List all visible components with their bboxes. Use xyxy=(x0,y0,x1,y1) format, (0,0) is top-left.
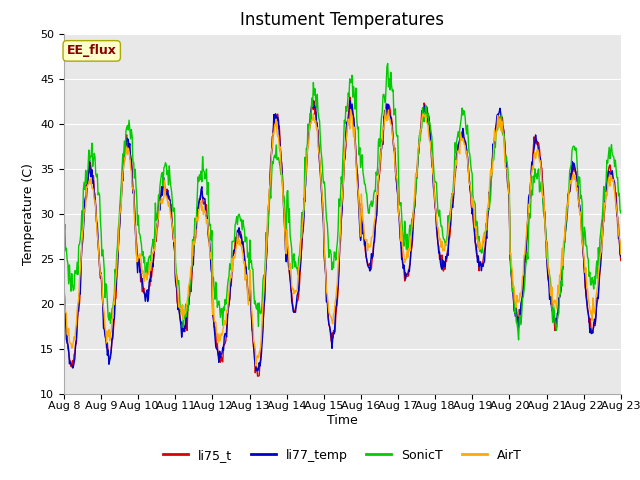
li77_temp xyxy=(184,304,192,310)
li75_t xyxy=(184,303,192,309)
li77_temp xyxy=(412,187,419,192)
AirT xyxy=(184,294,192,300)
Line: AirT: AirT xyxy=(64,109,621,366)
li75_t xyxy=(214,341,221,347)
li77_temp xyxy=(617,253,625,259)
Y-axis label: Temperature (C): Temperature (C) xyxy=(22,163,35,264)
li77_temp xyxy=(127,156,135,162)
li75_t xyxy=(60,283,68,289)
AirT xyxy=(412,170,419,176)
li77_temp xyxy=(254,368,262,374)
SonicT xyxy=(515,337,522,343)
X-axis label: Time: Time xyxy=(327,414,358,427)
Line: li75_t: li75_t xyxy=(64,97,621,376)
SonicT xyxy=(214,304,221,310)
Line: SonicT: SonicT xyxy=(64,63,621,340)
li75_t xyxy=(412,189,419,194)
AirT xyxy=(381,106,389,112)
SonicT xyxy=(384,60,392,66)
AirT xyxy=(70,334,78,340)
Line: li77_temp: li77_temp xyxy=(64,100,621,371)
Title: Instument Temperatures: Instument Temperatures xyxy=(241,11,444,29)
AirT xyxy=(617,251,625,257)
li77_temp xyxy=(214,347,221,352)
AirT xyxy=(60,288,68,294)
Text: EE_flux: EE_flux xyxy=(67,44,116,58)
Legend: li75_t, li77_temp, SonicT, AirT: li75_t, li77_temp, SonicT, AirT xyxy=(158,444,527,467)
li77_temp xyxy=(428,158,436,164)
SonicT xyxy=(70,286,78,292)
li77_temp xyxy=(346,97,353,103)
li75_t xyxy=(127,158,135,164)
SonicT xyxy=(60,233,68,239)
SonicT xyxy=(127,127,135,132)
li75_t xyxy=(346,94,353,100)
SonicT xyxy=(184,308,192,313)
AirT xyxy=(127,169,135,175)
li75_t xyxy=(70,352,78,358)
li75_t xyxy=(254,373,262,379)
li75_t xyxy=(428,164,436,170)
AirT xyxy=(428,154,436,159)
AirT xyxy=(252,363,260,369)
li75_t xyxy=(617,258,625,264)
SonicT xyxy=(617,210,625,216)
li77_temp xyxy=(70,360,78,365)
li77_temp xyxy=(60,287,68,293)
AirT xyxy=(214,331,221,337)
SonicT xyxy=(428,129,435,135)
SonicT xyxy=(411,198,419,204)
